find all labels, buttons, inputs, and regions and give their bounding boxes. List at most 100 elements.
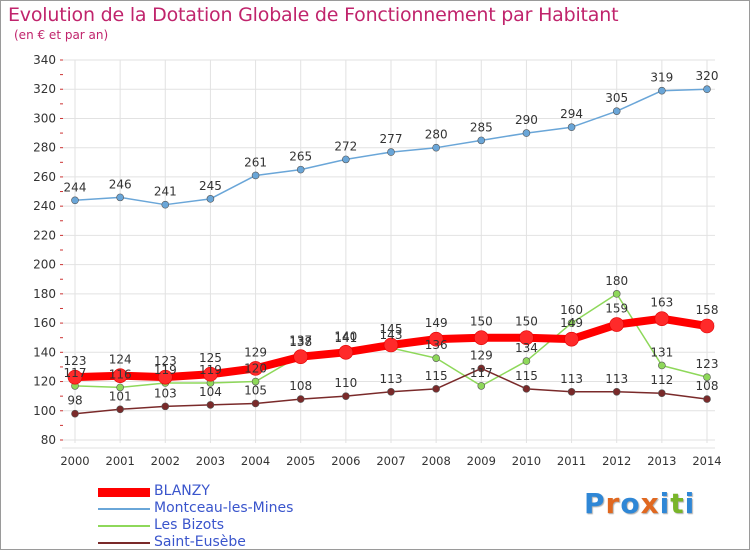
data-point-montceau-les-mines (567, 123, 576, 132)
data-point-blanzy (654, 311, 670, 326)
y-tick-label: 300 (33, 111, 56, 125)
data-label-blanzy: 124 (109, 353, 132, 367)
legend-swatch-les-bizots (98, 525, 150, 527)
data-label-les-bizots: 143 (380, 328, 403, 342)
data-label-blanzy: 140 (334, 329, 357, 343)
data-label-saint-eus-be: 113 (605, 372, 628, 386)
data-point-montceau-les-mines (206, 195, 215, 203)
data-point-montceau-les-mines (432, 143, 440, 152)
y-tick-label: 240 (33, 199, 56, 213)
data-label-les-bizots: 120 (244, 362, 267, 376)
data-point-montceau-les-mines (477, 136, 486, 145)
data-label-saint-eus-be: 129 (470, 348, 493, 362)
data-point-blanzy (564, 331, 579, 347)
legend-label-saint-eus-be: Saint-Eusèbe (154, 534, 246, 550)
data-point-les-bizots (522, 357, 531, 365)
data-label-saint-eus-be: 105 (244, 383, 267, 397)
data-label-montceau-les-mines: 241 (154, 185, 177, 199)
data-label-les-bizots: 117 (470, 366, 493, 380)
data-point-blanzy (609, 317, 625, 332)
data-label-les-bizots: 119 (154, 363, 177, 377)
y-tick-label: 340 (33, 53, 56, 67)
data-point-blanzy (473, 330, 489, 345)
x-tick-label: 2010 (512, 454, 541, 468)
data-label-montceau-les-mines: 280 (425, 128, 448, 142)
data-label-saint-eus-be: 115 (515, 369, 538, 383)
data-point-saint-eus-be (296, 395, 305, 403)
y-tick-label: 100 (33, 404, 56, 418)
y-tick-label: 140 (33, 345, 56, 359)
data-label-montceau-les-mines: 245 (199, 179, 222, 193)
data-label-les-bizots: 116 (109, 367, 132, 381)
data-point-blanzy (383, 337, 399, 353)
data-point-les-bizots (567, 319, 576, 327)
data-label-montceau-les-mines: 285 (470, 120, 493, 134)
data-point-saint-eus-be (432, 385, 440, 393)
data-label-saint-eus-be: 110 (334, 376, 357, 390)
data-point-saint-eus-be (703, 395, 711, 403)
data-point-les-bizots (251, 377, 260, 386)
data-point-montceau-les-mines (703, 85, 711, 94)
data-point-blanzy (519, 330, 534, 345)
data-label-saint-eus-be: 101 (109, 389, 132, 403)
data-point-saint-eus-be (342, 392, 350, 400)
data-label-saint-eus-be: 98 (67, 394, 82, 408)
data-point-les-bizots (658, 361, 666, 370)
data-point-saint-eus-be (116, 405, 124, 414)
data-label-saint-eus-be: 113 (560, 372, 583, 386)
y-tick-label: 320 (33, 82, 56, 96)
data-label-blanzy: 150 (515, 315, 538, 329)
data-point-saint-eus-be (161, 402, 170, 411)
x-tick-label: 2006 (331, 454, 360, 468)
data-label-saint-eus-be: 113 (380, 372, 403, 386)
x-tick-label: 2008 (422, 454, 451, 468)
data-point-saint-eus-be (387, 387, 395, 396)
x-tick-label: 2011 (557, 454, 586, 468)
y-tick-label: 180 (33, 287, 56, 301)
y-tick-label: 80 (41, 433, 56, 447)
data-point-blanzy (203, 366, 218, 382)
data-point-les-bizots (432, 354, 440, 362)
y-tick-label: 260 (33, 170, 56, 184)
x-tick-label: 2004 (241, 454, 270, 468)
data-point-montceau-les-mines (161, 200, 170, 209)
data-label-les-bizots: 180 (605, 274, 628, 288)
data-label-montceau-les-mines: 290 (515, 113, 538, 127)
data-point-saint-eus-be (251, 399, 260, 408)
data-label-les-bizots: 134 (515, 341, 538, 355)
data-label-blanzy: 150 (470, 315, 493, 329)
y-tick-label: 220 (33, 228, 56, 242)
data-label-montceau-les-mines: 272 (334, 139, 357, 153)
data-label-blanzy: 145 (380, 322, 403, 336)
data-label-montceau-les-mines: 294 (560, 107, 583, 121)
data-label-saint-eus-be: 108 (696, 379, 719, 393)
x-tick-label: 2013 (647, 454, 676, 468)
data-label-blanzy: 149 (560, 316, 583, 330)
data-point-montceau-les-mines (612, 107, 621, 115)
x-tick-label: 2005 (286, 454, 315, 468)
proxiti-logo: Proxiti (584, 487, 696, 520)
data-point-blanzy (428, 331, 444, 347)
x-tick-label: 2003 (196, 454, 225, 468)
data-point-saint-eus-be (71, 409, 79, 418)
data-label-blanzy: 149 (425, 316, 448, 330)
data-label-les-bizots: 117 (64, 366, 87, 380)
x-tick-label: 2000 (60, 454, 89, 468)
data-point-blanzy (157, 369, 173, 385)
x-tick-label: 2009 (467, 454, 496, 468)
data-label-blanzy: 125 (199, 351, 222, 365)
data-label-montceau-les-mines: 261 (244, 155, 267, 169)
data-label-blanzy: 159 (605, 302, 628, 316)
chart-title: Evolution de la Dotation Globale de Fonc… (8, 4, 619, 26)
data-point-montceau-les-mines (342, 155, 350, 164)
y-tick-label: 160 (33, 316, 56, 330)
data-label-montceau-les-mines: 305 (605, 91, 628, 105)
data-label-saint-eus-be: 103 (154, 386, 177, 400)
data-point-montceau-les-mines (658, 86, 666, 95)
data-label-les-bizots: 131 (650, 345, 673, 359)
data-label-montceau-les-mines: 246 (109, 177, 132, 191)
data-label-blanzy: 163 (650, 296, 673, 310)
data-point-saint-eus-be (477, 364, 486, 373)
data-label-les-bizots: 138 (289, 335, 312, 349)
data-point-blanzy (338, 345, 354, 360)
